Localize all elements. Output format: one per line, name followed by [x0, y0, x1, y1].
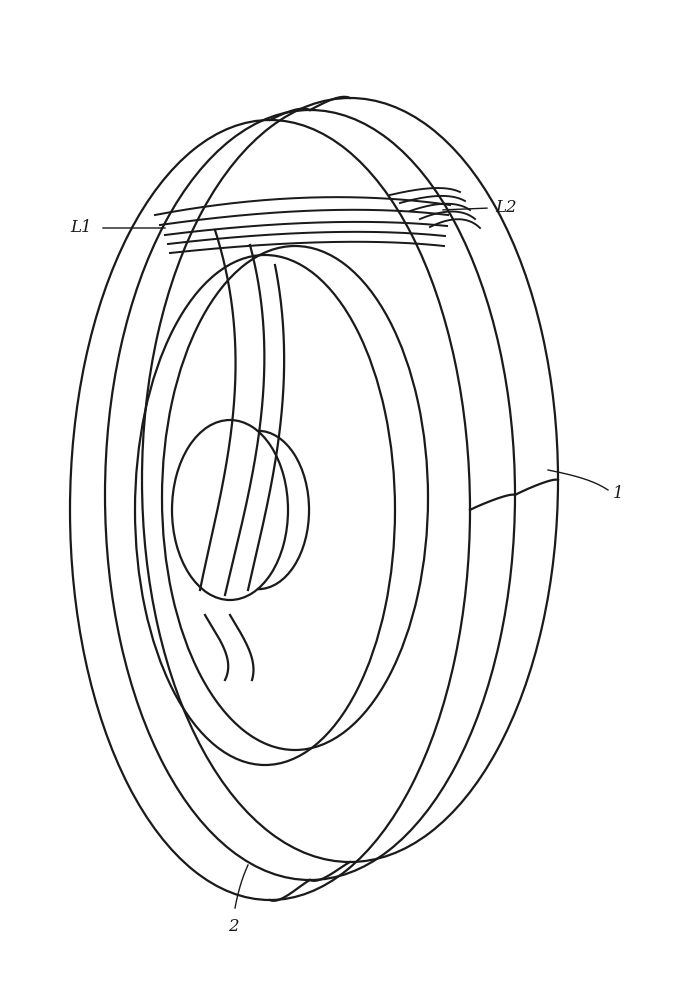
Text: L1: L1 — [71, 220, 92, 236]
Text: 1: 1 — [613, 485, 624, 502]
Text: L2: L2 — [495, 198, 517, 216]
Text: 2: 2 — [228, 918, 238, 935]
